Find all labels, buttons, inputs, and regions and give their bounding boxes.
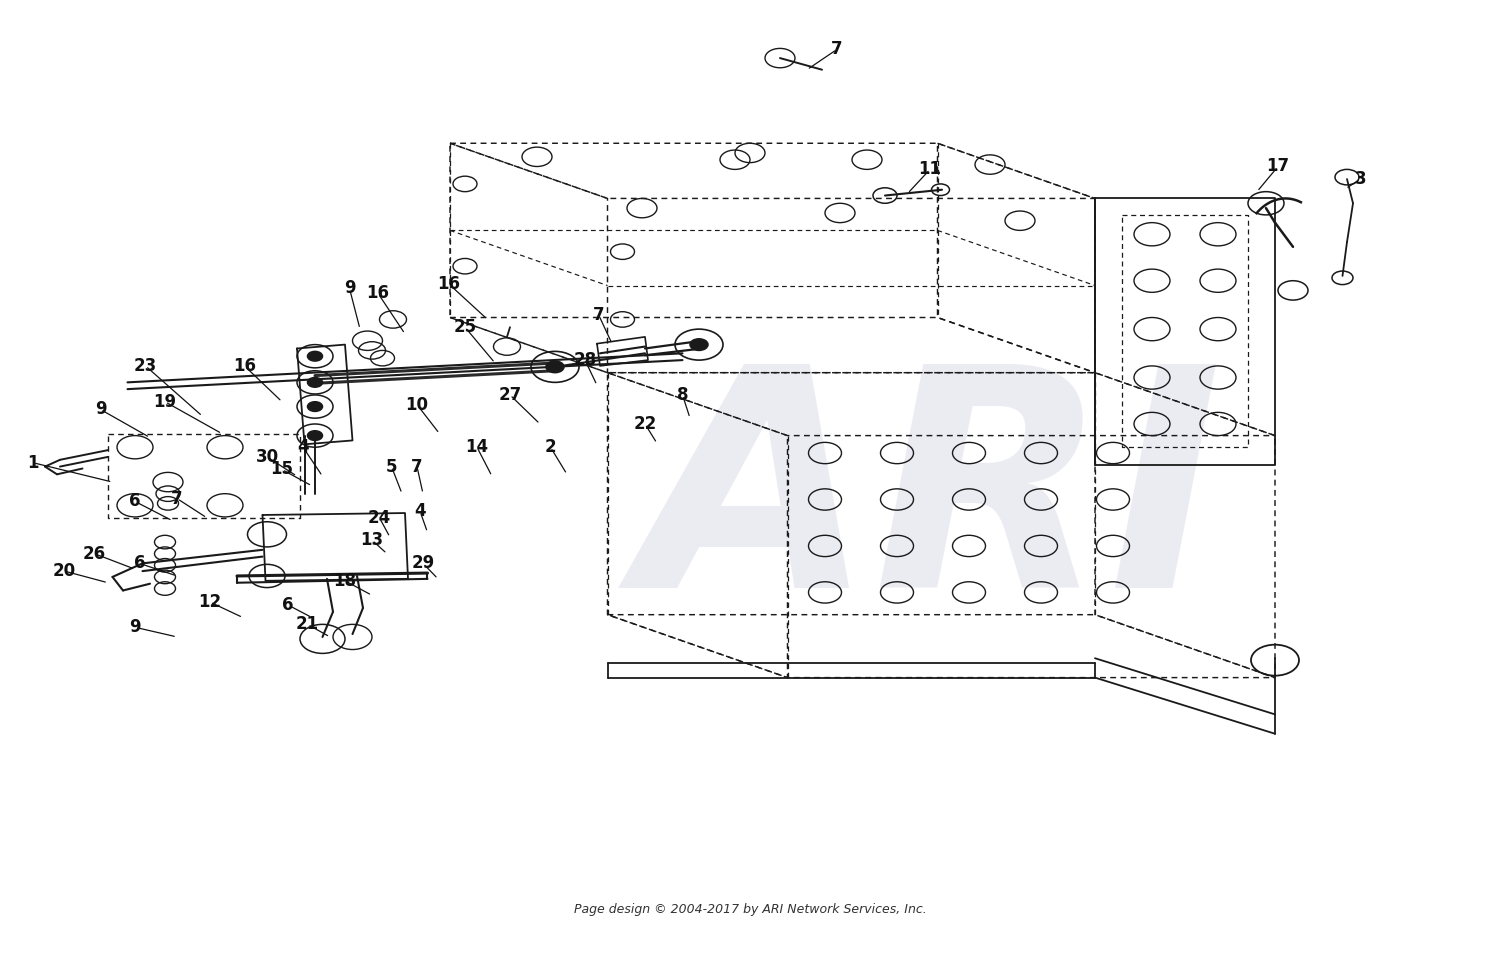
Circle shape [308,378,322,387]
Text: 24: 24 [368,509,392,527]
Text: 4: 4 [297,439,309,456]
Text: 9: 9 [94,401,106,418]
Text: 10: 10 [405,396,429,413]
Text: 7: 7 [411,458,423,475]
Text: 11: 11 [918,161,942,178]
Text: 15: 15 [270,461,294,478]
Text: 16: 16 [436,275,460,292]
Text: 18: 18 [333,572,357,590]
Circle shape [308,431,322,440]
Text: 25: 25 [453,318,477,336]
Text: 6: 6 [129,493,141,510]
Text: 13: 13 [360,531,384,549]
Text: 3: 3 [1354,170,1366,188]
Text: 9: 9 [344,280,355,297]
Text: ARI: ARI [638,355,1222,651]
Text: 28: 28 [573,351,597,369]
Text: 14: 14 [465,439,489,456]
Text: 6: 6 [134,555,146,572]
Text: 7: 7 [592,306,604,323]
Text: 7: 7 [171,490,183,507]
Text: 6: 6 [282,596,294,614]
Text: 27: 27 [498,386,522,404]
Text: 21: 21 [296,616,320,633]
Circle shape [308,402,322,411]
Text: 9: 9 [129,619,141,636]
Text: 12: 12 [198,593,222,611]
Circle shape [546,361,564,373]
Circle shape [308,351,322,361]
Text: 26: 26 [82,545,106,562]
Text: Page design © 2004-2017 by ARI Network Services, Inc.: Page design © 2004-2017 by ARI Network S… [573,903,927,917]
Text: 29: 29 [411,555,435,572]
Text: 4: 4 [414,502,426,520]
Circle shape [690,339,708,350]
Text: 16: 16 [366,285,390,302]
Text: 1: 1 [27,454,39,471]
Text: 19: 19 [153,393,177,410]
Text: 20: 20 [53,562,76,580]
Text: 5: 5 [386,458,398,475]
Text: 22: 22 [633,415,657,433]
Text: 16: 16 [232,357,256,375]
Text: 7: 7 [831,41,843,58]
Text: 30: 30 [255,448,279,466]
Text: 8: 8 [676,386,688,404]
Text: 17: 17 [1266,158,1290,175]
Text: 23: 23 [134,357,158,375]
Text: 2: 2 [544,439,556,456]
